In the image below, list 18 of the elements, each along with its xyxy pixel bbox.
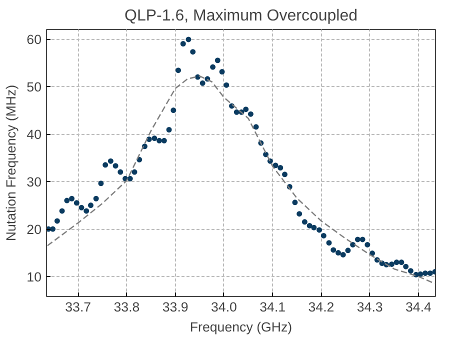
- y-tick-label: 20: [26, 222, 42, 238]
- chart-title: QLP-1.6, Maximum Overcoupled: [124, 8, 358, 24]
- x-tick-label: 34.1: [260, 300, 286, 314]
- y-axis-title: Nutation Frequency (MHz): [4, 84, 19, 242]
- line-series: [46, 75, 436, 284]
- y-tick-label: 10: [26, 270, 42, 285]
- x-tick-label: 34.4: [406, 300, 432, 314]
- x-tick-label: 33.7: [65, 300, 92, 314]
- x-axis-title: Frequency (GHz): [190, 320, 292, 334]
- x-tick-label: 34.2: [308, 300, 334, 314]
- x-tick-label: 34.0: [211, 300, 237, 314]
- x-tick-label: 33.8: [114, 300, 140, 314]
- y-tick-label: 40: [26, 127, 42, 142]
- y-tick-label: 30: [26, 174, 42, 190]
- y-tick-label: 50: [26, 80, 42, 95]
- x-tick-label: 33.9: [162, 300, 188, 314]
- y-tick-label: 60: [26, 32, 42, 47]
- x-tick-label: 34.3: [356, 300, 383, 314]
